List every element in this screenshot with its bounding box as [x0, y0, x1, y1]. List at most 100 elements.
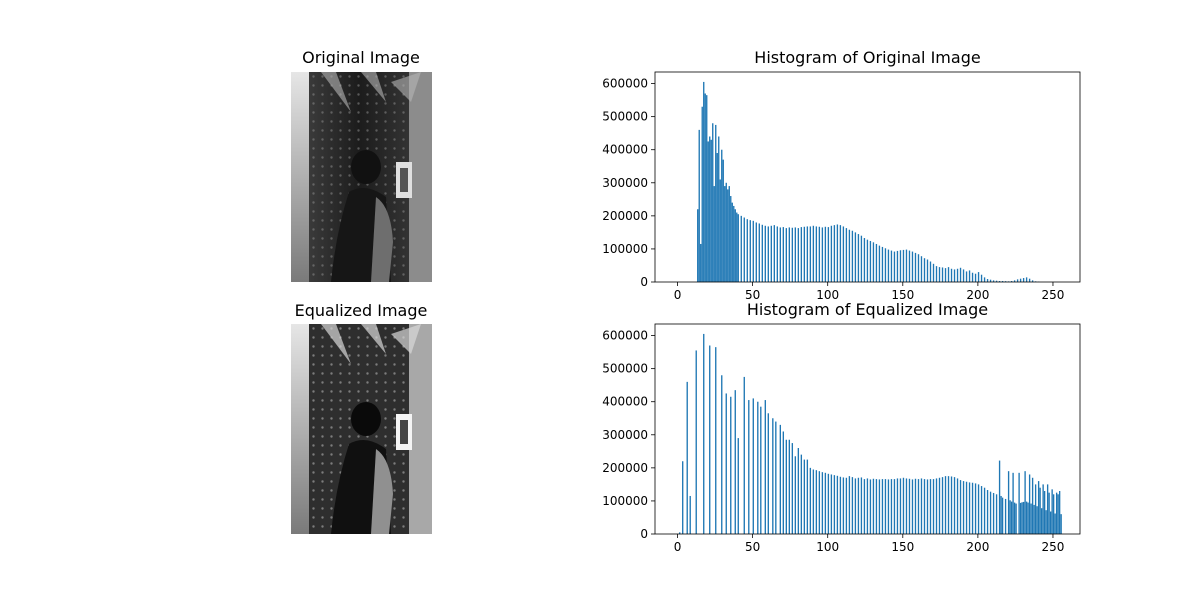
histogram-bar	[1019, 278, 1022, 282]
histogram-bar	[815, 226, 818, 282]
histogram-bar	[797, 228, 800, 282]
histogram-bar	[929, 261, 932, 282]
x-tick-label: 100	[816, 540, 839, 554]
histogram-bar	[800, 227, 803, 282]
histogram-bar	[761, 224, 763, 282]
histogram-bar	[860, 235, 863, 282]
histogram-bar	[962, 481, 965, 534]
histogram-bar	[794, 227, 797, 282]
histogram-bar	[779, 227, 781, 282]
histogram-bar	[917, 254, 920, 282]
histogram-bar	[908, 478, 911, 534]
histogram-bar	[812, 469, 815, 534]
histogram-bar	[830, 225, 833, 282]
histogram-bar	[686, 381, 688, 534]
histogram-bar	[704, 93, 706, 282]
histogram-bar	[977, 272, 980, 282]
y-tick-label: 600000	[602, 77, 648, 91]
histogram-bar	[740, 215, 742, 282]
y-tick-label: 0	[640, 275, 648, 289]
histogram-bar	[995, 280, 998, 282]
histogram-bar	[703, 81, 705, 282]
histogram-bar	[839, 476, 842, 534]
histogram-bar	[797, 448, 800, 534]
histogram-bar	[1052, 494, 1055, 534]
histogram-bar	[743, 217, 745, 282]
histogram-bar	[932, 479, 935, 534]
histogram-bar	[721, 149, 723, 282]
histogram-bar	[734, 390, 736, 534]
histogram-bar	[710, 139, 712, 282]
histogram-bar	[772, 418, 774, 534]
histogram-bar	[968, 482, 971, 534]
histogram-title: Histogram of Original Image	[754, 48, 980, 67]
histogram-bar	[1033, 504, 1035, 534]
histogram-bar	[920, 256, 923, 282]
histogram-bar	[782, 227, 784, 282]
x-tick-label: 200	[966, 540, 989, 554]
histogram-bar	[902, 249, 905, 282]
histogram-bar	[863, 479, 866, 534]
histogram-bar	[935, 266, 938, 282]
histogram-bar	[788, 439, 791, 534]
histogram-bar	[980, 274, 983, 282]
histogram-bar	[998, 281, 1001, 282]
histogram-bar	[998, 460, 1001, 534]
histogram-bar	[1010, 501, 1013, 534]
x-tick-label: 0	[674, 540, 682, 554]
histogram-bar	[1001, 281, 1004, 282]
histogram-bar	[730, 196, 732, 282]
histogram-bar	[911, 479, 914, 534]
histogram-bar	[1045, 510, 1047, 534]
histogram-bar	[842, 226, 845, 282]
histogram-bar	[746, 219, 748, 282]
histogram-bar	[788, 227, 791, 282]
histogram-bar	[824, 472, 827, 534]
histogram-bar	[1031, 280, 1034, 282]
histogram-bar	[782, 431, 784, 534]
histogram-bar	[887, 479, 890, 534]
plot-frame	[654, 71, 1081, 283]
histogram-bar	[1000, 495, 1002, 534]
histogram-bar	[890, 250, 893, 282]
histogram-bar	[959, 480, 962, 534]
histogram-bar	[767, 413, 769, 534]
histogram-bar	[854, 478, 857, 534]
histogram-bar	[899, 478, 902, 534]
histogram-bar	[701, 106, 703, 282]
histogram-bar	[965, 271, 968, 282]
histogram-bar	[992, 492, 995, 534]
y-tick-label: 500000	[602, 110, 648, 124]
histogram-bar	[1031, 477, 1034, 534]
histogram-bar	[956, 268, 959, 282]
x-tick-label: 0	[674, 288, 682, 302]
histogram-bar	[968, 270, 971, 282]
histogram-bar	[836, 224, 839, 282]
histogram-bar	[736, 212, 738, 282]
histogram-bar	[941, 477, 944, 534]
histogram-bar	[887, 249, 890, 282]
histogram-bar	[791, 227, 794, 282]
histogram-bar	[1057, 494, 1059, 534]
histogram-bar	[878, 245, 881, 282]
histogram-bar	[884, 248, 887, 282]
histogram-bar	[902, 477, 905, 534]
histogram-bar	[775, 421, 777, 534]
original-image-title: Original Image	[302, 48, 420, 67]
histogram-bar	[983, 277, 986, 282]
histogram-bar	[1030, 503, 1032, 534]
histogram-bar	[1004, 281, 1007, 282]
histogram-bar	[1055, 492, 1058, 534]
histogram-bar	[920, 478, 923, 534]
x-tick-label: 50	[745, 540, 760, 554]
histogram-bar	[1043, 491, 1046, 534]
histogram-bar	[679, 532, 681, 534]
y-tick-label: 400000	[602, 395, 648, 409]
original-photo	[291, 72, 432, 282]
histogram-bar	[1034, 484, 1037, 534]
histogram-bar	[992, 280, 995, 282]
histogram-bar	[872, 478, 875, 534]
histogram-bar	[1016, 279, 1019, 282]
histogram-bar	[959, 267, 962, 282]
